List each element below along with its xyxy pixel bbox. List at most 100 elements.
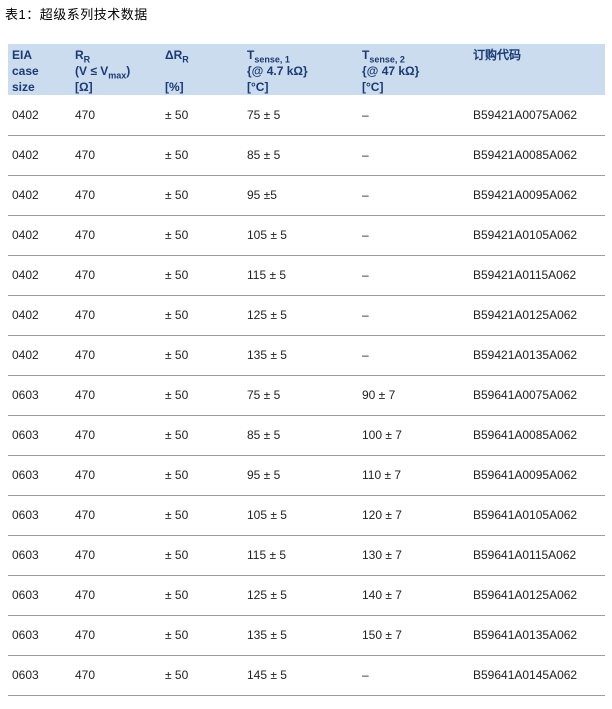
cell-delta-rr: ± 50	[161, 535, 243, 576]
col-header-rated-resistance: RR (V ≤ Vmax) [Ω]	[71, 44, 161, 95]
cell-delta-rr: ± 50	[161, 295, 243, 336]
cell-order-code: B59641A0125A062	[469, 575, 605, 616]
cell-tsense2: 100 ± 7	[358, 415, 469, 456]
cell-eia-case-size: 0402	[8, 335, 71, 376]
table-row: 0402 470 ± 50 85 ± 5– B59421A0085A062	[8, 135, 605, 176]
cell-delta-rr: ± 50	[161, 255, 243, 296]
table-row: 0603 470 ± 50 105 ± 5 120 ± 7 B59641A0105A062	[8, 495, 605, 536]
cell-rr: 470	[71, 655, 161, 696]
cell-order-code: B59421A0115A062	[469, 255, 605, 296]
cell-tsense1: 115 ± 5	[243, 535, 358, 576]
col-header-order-code: 订购代码	[469, 44, 605, 95]
cell-order-code: B59641A0115A062	[469, 535, 605, 576]
cell-tsense1: 105 ± 5	[243, 495, 358, 536]
table-row: 0603 470 ± 50 95 ± 5 110 ± 7 B59641A0095A062	[8, 455, 605, 496]
header-line: [Ω]	[75, 80, 93, 94]
cell-eia-case-size: 0603	[8, 575, 71, 616]
table-row: 0402 470 ± 50 115 ± 5– B59421A0115A062	[8, 255, 605, 296]
cell-tsense2: –	[358, 95, 469, 136]
cell-eia-case-size: 0402	[8, 255, 71, 296]
cell-tsense1: 145 ± 5	[243, 655, 358, 696]
cell-tsense1: 115 ± 5	[243, 255, 358, 296]
cell-delta-rr: ± 50	[161, 415, 243, 456]
cell-rr: 470	[71, 575, 161, 616]
col-header-delta-rr: ΔRR [%]	[161, 44, 243, 95]
header-line: [%]	[165, 80, 184, 94]
cell-delta-rr: ± 50	[161, 375, 243, 416]
cell-rr: 470	[71, 375, 161, 416]
header-line: case	[12, 64, 39, 78]
cell-eia-case-size: 0603	[8, 375, 71, 416]
cell-rr: 470	[71, 615, 161, 656]
cell-tsense2: –	[358, 175, 469, 216]
cell-tsense1: 75 ± 5	[243, 95, 358, 136]
table-row: 0603 470 ± 50 135 ± 5 150 ± 7 B59641A0135A062	[8, 615, 605, 656]
cell-rr: 470	[71, 335, 161, 376]
cell-order-code: B59641A0085A062	[469, 415, 605, 456]
cell-tsense2: –	[358, 135, 469, 176]
table-row: 0603 470 ± 50 115 ± 5 130 ± 7 B59641A0115A062	[8, 535, 605, 576]
table-title: 表1：超级系列技术数据	[5, 7, 148, 22]
table-row: 0402 470 ± 50 135 ± 5– B59421A0135A062	[8, 335, 605, 376]
cell-eia-case-size: 0402	[8, 135, 71, 176]
cell-tsense1: 135 ± 5	[243, 615, 358, 656]
technical-data-table: EIA case size RR (V ≤ Vmax) [Ω] ΔRR [%] …	[8, 44, 605, 696]
cell-rr: 470	[71, 535, 161, 576]
cell-order-code: B59421A0105A062	[469, 215, 605, 256]
cell-tsense1: 125 ± 5	[243, 575, 358, 616]
header-line: Tsense, 1	[247, 48, 290, 65]
header-line: 订购代码	[473, 48, 522, 62]
cell-tsense2: 110 ± 7	[358, 455, 469, 496]
cell-order-code: B59421A0135A062	[469, 335, 605, 376]
cell-eia-case-size: 0402	[8, 95, 71, 136]
cell-delta-rr: ± 50	[161, 95, 243, 136]
col-header-tsense1: Tsense, 1 {@ 4.7 kΩ} [°C]	[243, 44, 358, 95]
table-body: 0402 470 ± 50 75 ± 5– B59421A0075A062 0402 47…	[8, 95, 605, 696]
cell-rr: 470	[71, 135, 161, 176]
cell-tsense2: –	[358, 655, 469, 696]
cell-order-code: B59421A0125A062	[469, 295, 605, 336]
cell-order-code: B59641A0145A062	[469, 655, 605, 696]
cell-rr: 470	[71, 495, 161, 536]
cell-eia-case-size: 0603	[8, 615, 71, 656]
table-row: 0603 470 ± 50 75 ± 5 90 ± 7 B59641A0075A062	[8, 375, 605, 416]
cell-tsense1: 105 ± 5	[243, 215, 358, 256]
table-row: 0402 470 ± 50 75 ± 5– B59421A0075A062	[8, 95, 605, 136]
cell-tsense1: 95 ± 5	[243, 455, 358, 496]
header-line: size	[12, 80, 35, 94]
cell-eia-case-size: 0402	[8, 215, 71, 256]
col-header-tsense2: Tsense, 2 {@ 47 kΩ} [°C]	[358, 44, 469, 95]
table-row: 0603 470 ± 50 85 ± 5 100 ± 7 B59641A0085A062	[8, 415, 605, 456]
cell-tsense2: –	[358, 255, 469, 296]
header-line: ΔRR	[165, 48, 189, 65]
cell-tsense1: 85 ± 5	[243, 135, 358, 176]
cell-eia-case-size: 0603	[8, 455, 71, 496]
cell-tsense1: 135 ± 5	[243, 335, 358, 376]
cell-tsense1: 125 ± 5	[243, 295, 358, 336]
header-row: EIA case size RR (V ≤ Vmax) [Ω] ΔRR [%] …	[8, 44, 605, 95]
cell-order-code: B59641A0105A062	[469, 495, 605, 536]
cell-eia-case-size: 0603	[8, 495, 71, 536]
header-line: {@ 4.7 kΩ}	[247, 64, 308, 78]
cell-tsense2: –	[358, 215, 469, 256]
cell-tsense1: 95 ±5	[243, 175, 358, 216]
header-line: {@ 47 kΩ}	[362, 64, 420, 78]
cell-tsense2: 130 ± 7	[358, 535, 469, 576]
cell-tsense1: 85 ± 5	[243, 415, 358, 456]
table-row: 0402 470 ± 50 125 ± 5– B59421A0125A062	[8, 295, 605, 336]
cell-order-code: B59641A0075A062	[469, 375, 605, 416]
cell-rr: 470	[71, 255, 161, 296]
cell-eia-case-size: 0402	[8, 175, 71, 216]
cell-delta-rr: ± 50	[161, 335, 243, 376]
cell-rr: 470	[71, 175, 161, 216]
cell-eia-case-size: 0603	[8, 535, 71, 576]
cell-order-code: B59421A0095A062	[469, 175, 605, 216]
cell-rr: 470	[71, 455, 161, 496]
table-row: 0603 470 ± 50 125 ± 5 140 ± 7 B59641A0125A062	[8, 575, 605, 616]
cell-rr: 470	[71, 95, 161, 136]
cell-delta-rr: ± 50	[161, 495, 243, 536]
cell-tsense2: –	[358, 335, 469, 376]
header-line: [°C]	[362, 80, 384, 94]
header-line: [°C]	[247, 80, 269, 94]
header-line: Tsense, 2	[362, 48, 405, 65]
